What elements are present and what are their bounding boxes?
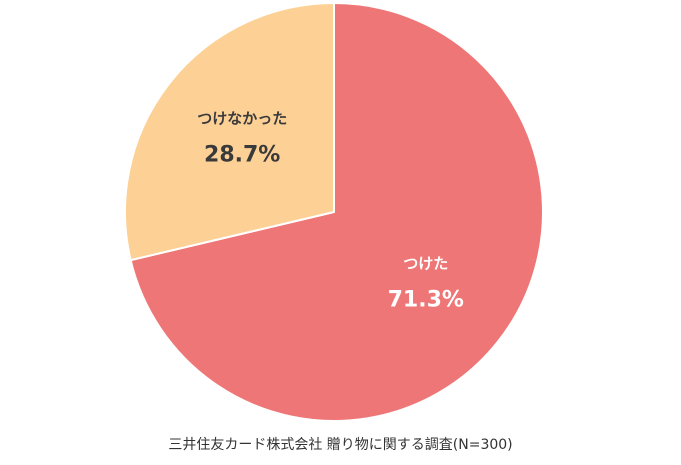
slice-1	[124, 2, 335, 262]
slice-0	[129, 2, 544, 422]
pie-svg: つけた 71.3% つけなかった 28.7%	[124, 2, 544, 422]
labels-layer: つけた 71.3% つけなかった 28.7%	[197, 109, 464, 312]
slice-label-1: つけなかった	[197, 109, 287, 127]
source-caption: 三井住友カード株式会社 贈り物に関する調査(N=300)	[168, 437, 513, 453]
slices-layer	[124, 2, 544, 422]
slice-value-1: 28.7%	[204, 142, 280, 167]
slice-value-0: 71.3%	[388, 288, 464, 313]
slice-label-0: つけた	[403, 255, 448, 273]
